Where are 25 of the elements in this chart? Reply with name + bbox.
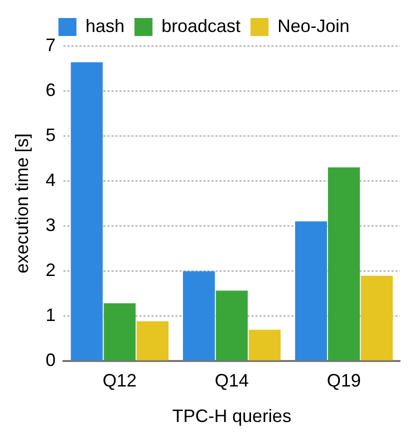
- y-tick-label: 1: [46, 304, 56, 325]
- x-tick-label: Q14: [214, 370, 249, 391]
- bar: [104, 303, 136, 360]
- y-tick-label: 6: [46, 80, 56, 100]
- x-tick-label: Q12: [102, 370, 137, 391]
- bar: [360, 276, 393, 360]
- bar: [295, 221, 327, 360]
- y-tick-label: 7: [46, 34, 56, 55]
- legend-label: hash: [85, 16, 124, 36]
- bar: [328, 167, 360, 360]
- y-tick-label: 0: [46, 350, 56, 370]
- bar: [216, 290, 248, 360]
- y-tick-label: 2: [46, 260, 56, 280]
- bar: [182, 271, 215, 360]
- y-axis-title: execution time [s]: [12, 133, 32, 274]
- legend-label: broadcast: [161, 16, 241, 36]
- y-tick-label: 3: [46, 214, 56, 235]
- y-tick-label: 5: [46, 124, 56, 145]
- legend-label: Neo-Join: [278, 16, 350, 36]
- y-tick-label: 4: [46, 170, 56, 190]
- x-tick-label: Q19: [326, 370, 361, 391]
- bar: [70, 62, 103, 360]
- bar: [248, 330, 281, 360]
- bar: [136, 321, 169, 360]
- x-axis-title: TPC-H queries: [172, 406, 292, 426]
